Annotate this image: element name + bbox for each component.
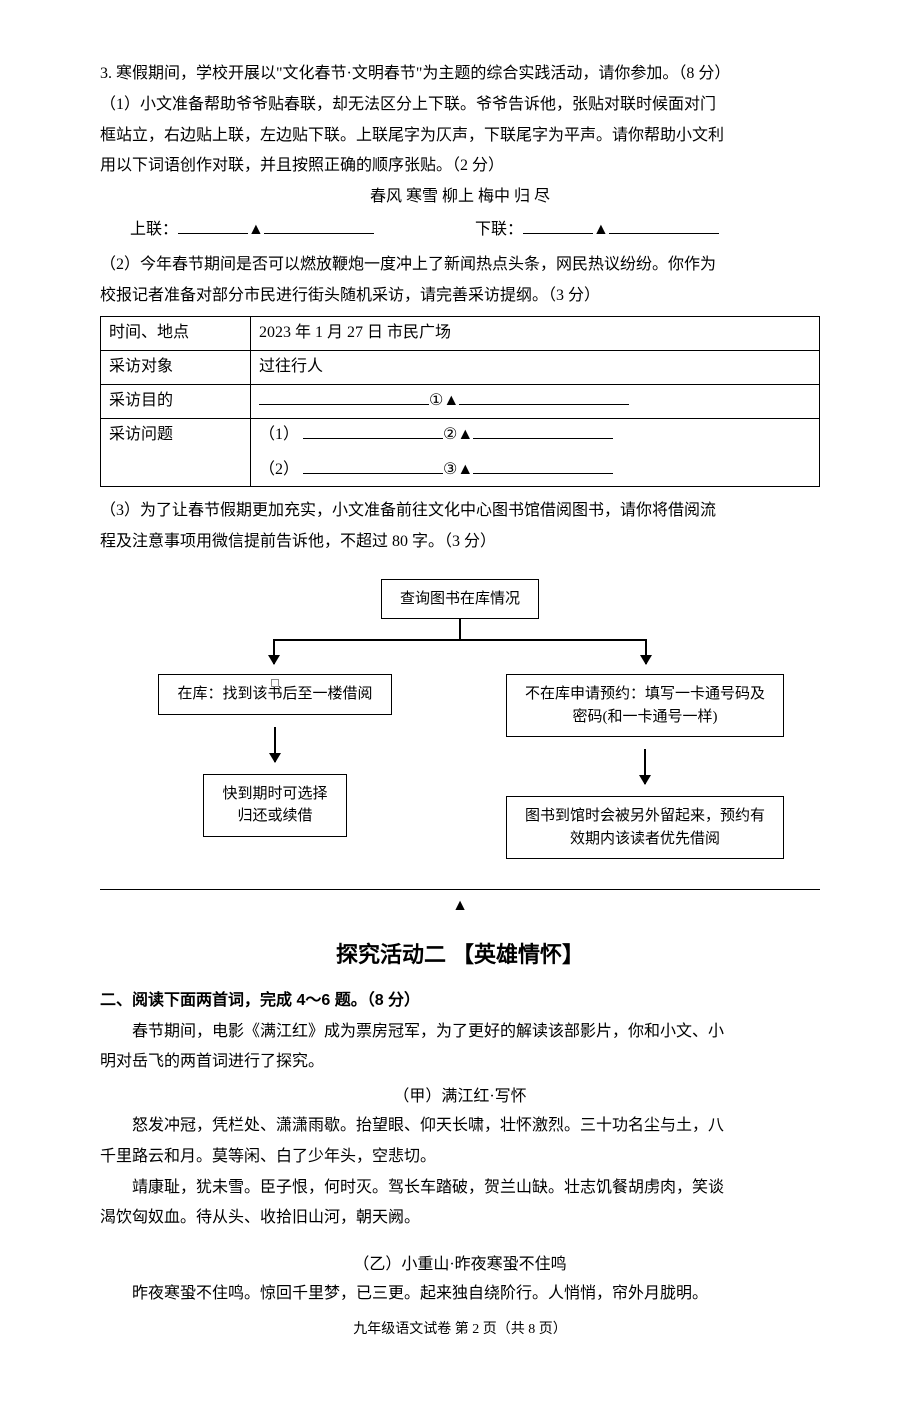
q3-part3-line1: （3）为了让春节假期更加充实，小文准备前往文化中心图书馆借阅图书，请你将借阅流 [100,497,820,526]
cell-purpose-value: ①▲ [251,384,820,418]
q3-stem: 3. 寒假期间，学校开展以"文化春节·文明春节"为主题的综合实践活动，请你参加。… [100,60,820,89]
q3-part2-line2: 校报记者准备对部分市民进行街头随机采访，请完善采访提纲。（3 分） [100,282,820,311]
section-2-title: 探究活动二 【英雄情怀】 [100,935,820,975]
q1-prefix: （1） [259,426,299,443]
flow-node-right2-l2: 效期内该读者优先借阅 [525,828,765,851]
flow-node-top: 查询图书在库情况 [381,579,539,620]
q3-part1-line2: 框站立，右边贴上联，左边贴下联。上联尾字为仄声，下联尾字为平声。请你帮助小文利 [100,122,820,151]
table-row: 采访问题 （1） ②▲ （2） ③▲ [101,418,820,487]
page-footer: 九年级语文试卷 第 2 页（共 8 页） [100,1317,820,1342]
poem-a-p2-l1: 靖康耻，犹未雪。臣子恨，何时灭。驾长车踏破，贺兰山缺。壮志饥餐胡虏肉，笑谈 [100,1174,820,1203]
flow-node-right1: 不在库申请预约：填写一卡通号码及 密码(和一卡通号一样) [506,674,784,737]
poem-a-title: （甲）满江红·写怀 [100,1083,820,1112]
lower-triangle: ▲ [593,216,609,245]
cell-purpose-label: 采访目的 [101,384,251,418]
library-flowchart: 查询图书在库情况 在库：找到该书后至一楼借阅 快到期时可选择 归还或续借 不在库… [100,559,820,891]
flow-answer-triangle: ▲ [100,892,820,921]
q3-part3-line2: 程及注意事项用微信提前告诉他，不超过 80 字。（3 分） [100,528,820,557]
flow-split [100,619,820,674]
blank-1-marker: ①▲ [429,392,459,409]
flow-node-left2-l1: 快到期时可选择 [222,783,327,806]
q3-part1-line1: （1）小文准备帮助爷爷贴春联，却无法区分上下联。爷爷告诉他，张贴对联时候面对门 [100,91,820,120]
poem-a-p2-l2: 渴饮匈奴血。待从头、收拾旧山河，朝天阙。 [100,1204,820,1233]
cell-target-value: 过往行人 [251,351,820,385]
upper-couplet-label: 上联： [130,221,178,238]
flow-node-left1-text: 在库：找到该书后至一楼借阅 [177,686,372,702]
q2-intro-l2: 明对岳飞的两首词进行了探究。 [100,1048,820,1077]
cell-questions-label: 采访问题 [101,418,251,487]
flow-node-right1-l2: 密码(和一卡通号一样) [525,706,765,729]
interview-outline-table: 时间、地点 2023 年 1 月 27 日 市民广场 采访对象 过往行人 采访目… [100,316,820,487]
poem-a-p1-l2: 千里路云和月。莫等闲、白了少年头，空悲切。 [100,1143,820,1172]
flow-node-right2-l1: 图书到馆时会被另外留起来，预约有 [525,805,765,828]
poem-b-title: （乙）小重山·昨夜寒蛩不住鸣 [100,1251,820,1280]
flow-node-left1: 在库：找到该书后至一楼借阅 [158,674,391,715]
flow-node-right2: 图书到馆时会被另外留起来，预约有 效期内该读者优先借阅 [506,796,784,859]
blank-3-marker: ③▲ [443,461,473,478]
lower-couplet-label: 下联： [475,221,523,238]
q2-heading: 二、阅读下面两首词，完成 4～6 题。（8 分） [100,987,820,1016]
couplet-row: 上联： ▲ 下联： ▲ [100,216,820,245]
flow-node-right1-l1: 不在库申请预约：填写一卡通号码及 [525,683,765,706]
upper-triangle: ▲ [248,216,264,245]
cell-target-label: 采访对象 [101,351,251,385]
dot-icon [271,679,279,687]
q3-part1-line3: 用以下词语创作对联，并且按照正确的顺序张贴。（2 分） [100,152,820,181]
blank-2-marker: ②▲ [443,426,473,443]
poem-a-p1-l1: 怒发冲冠，凭栏处、潇潇雨歇。抬望眼、仰天长啸，壮怀激烈。三十功名尘与土，八 [100,1112,820,1141]
couplet-words: 春风 寒雪 柳上 梅中 归 尽 [100,183,820,212]
flow-node-left2-l2: 归还或续借 [222,805,327,828]
flow-arrow [274,727,276,762]
cell-questions-value: （1） ②▲ （2） ③▲ [251,418,820,487]
q2-intro-l1: 春节期间，电影《满江红》成为票房冠军，为了更好的解读该部影片，你和小文、小 [100,1018,820,1047]
table-row: 采访对象 过往行人 [101,351,820,385]
q2-prefix: （2） [259,461,299,478]
flow-arrow [644,749,646,784]
cell-time-place-label: 时间、地点 [101,317,251,351]
cell-time-place-value: 2023 年 1 月 27 日 市民广场 [251,317,820,351]
q3-part2-line1: （2）今年春节期间是否可以燃放鞭炮一度冲上了新闻热点头条，网民热议纷纷。你作为 [100,251,820,280]
flow-node-left2: 快到期时可选择 归还或续借 [203,774,346,837]
table-row: 时间、地点 2023 年 1 月 27 日 市民广场 [101,317,820,351]
poem-b-line: 昨夜寒蛩不住鸣。惊回千里梦，已三更。起来独自绕阶行。人悄悄，帘外月胧明。 [100,1280,820,1309]
table-row: 采访目的 ①▲ [101,384,820,418]
